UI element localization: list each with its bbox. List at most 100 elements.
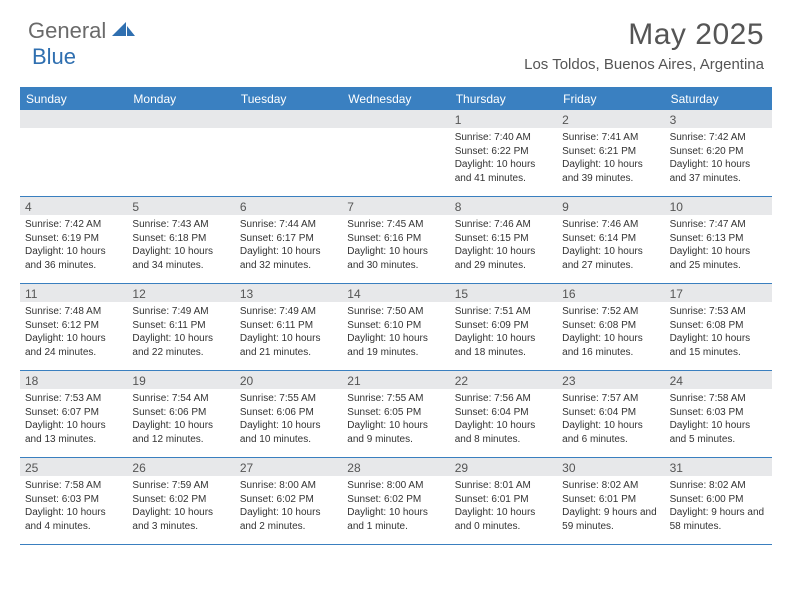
logo-text-blue: Blue: [32, 44, 76, 69]
day-cell: 13Sunrise: 7:49 AMSunset: 6:11 PMDayligh…: [235, 284, 342, 370]
logo-blue-text-wrap: Blue: [32, 44, 76, 70]
month-title: May 2025: [524, 18, 764, 52]
day-cell: 4Sunrise: 7:42 AMSunset: 6:19 PMDaylight…: [20, 197, 127, 283]
sunset-line: Sunset: 6:05 PM: [347, 406, 444, 420]
sunset-line: Sunset: 6:08 PM: [562, 319, 659, 333]
sunrise-line: Sunrise: 7:55 AM: [240, 392, 337, 406]
day-cell: 14Sunrise: 7:50 AMSunset: 6:10 PMDayligh…: [342, 284, 449, 370]
header: General May 2025 Los Toldos, Buenos Aire…: [0, 0, 792, 79]
day-body: Sunrise: 7:40 AMSunset: 6:22 PMDaylight:…: [450, 128, 557, 189]
location-line: Los Toldos, Buenos Aires, Argentina: [524, 56, 764, 73]
daylight-line: Daylight: 10 hours and 37 minutes.: [670, 158, 767, 185]
daylight-line: Daylight: 9 hours and 59 minutes.: [562, 506, 659, 533]
day-number: 28: [342, 458, 449, 476]
logo-sail-icon: [110, 20, 136, 43]
sunrise-line: Sunrise: 7:58 AM: [25, 479, 122, 493]
day-body: Sunrise: 7:49 AMSunset: 6:11 PMDaylight:…: [235, 302, 342, 363]
day-cell: 15Sunrise: 7:51 AMSunset: 6:09 PMDayligh…: [450, 284, 557, 370]
sunset-line: Sunset: 6:11 PM: [240, 319, 337, 333]
sunrise-line: Sunrise: 7:42 AM: [670, 131, 767, 145]
day-body: Sunrise: 7:55 AMSunset: 6:05 PMDaylight:…: [342, 389, 449, 450]
weekday-label: Friday: [557, 88, 664, 110]
day-body: Sunrise: 7:48 AMSunset: 6:12 PMDaylight:…: [20, 302, 127, 363]
day-cell: 18Sunrise: 7:53 AMSunset: 6:07 PMDayligh…: [20, 371, 127, 457]
day-number: 15: [450, 284, 557, 302]
daylight-line: Daylight: 10 hours and 12 minutes.: [132, 419, 229, 446]
day-cell: 12Sunrise: 7:49 AMSunset: 6:11 PMDayligh…: [127, 284, 234, 370]
weekday-label: Monday: [127, 88, 234, 110]
sunset-line: Sunset: 6:09 PM: [455, 319, 552, 333]
week-row: 25Sunrise: 7:58 AMSunset: 6:03 PMDayligh…: [20, 458, 772, 545]
sunrise-line: Sunrise: 8:01 AM: [455, 479, 552, 493]
day-body: Sunrise: 8:02 AMSunset: 6:01 PMDaylight:…: [557, 476, 664, 537]
daylight-line: Daylight: 10 hours and 27 minutes.: [562, 245, 659, 272]
sunset-line: Sunset: 6:06 PM: [240, 406, 337, 420]
day-cell: 24Sunrise: 7:58 AMSunset: 6:03 PMDayligh…: [665, 371, 772, 457]
day-cell: [20, 110, 127, 196]
day-number: 9: [557, 197, 664, 215]
sunset-line: Sunset: 6:14 PM: [562, 232, 659, 246]
weekday-label: Tuesday: [235, 88, 342, 110]
day-cell: 31Sunrise: 8:02 AMSunset: 6:00 PMDayligh…: [665, 458, 772, 544]
day-cell: 20Sunrise: 7:55 AMSunset: 6:06 PMDayligh…: [235, 371, 342, 457]
daylight-line: Daylight: 10 hours and 15 minutes.: [670, 332, 767, 359]
weekday-label: Thursday: [450, 88, 557, 110]
day-cell: [235, 110, 342, 196]
sunrise-line: Sunrise: 7:45 AM: [347, 218, 444, 232]
day-body: Sunrise: 8:02 AMSunset: 6:00 PMDaylight:…: [665, 476, 772, 537]
day-body: Sunrise: 7:53 AMSunset: 6:08 PMDaylight:…: [665, 302, 772, 363]
day-number: 6: [235, 197, 342, 215]
calendar: SundayMondayTuesdayWednesdayThursdayFrid…: [20, 87, 772, 545]
daylight-line: Daylight: 10 hours and 1 minute.: [347, 506, 444, 533]
daylight-line: Daylight: 10 hours and 32 minutes.: [240, 245, 337, 272]
weekday-label: Wednesday: [342, 88, 449, 110]
sunrise-line: Sunrise: 7:56 AM: [455, 392, 552, 406]
daylight-line: Daylight: 10 hours and 25 minutes.: [670, 245, 767, 272]
logo: General: [28, 18, 138, 44]
day-number: 22: [450, 371, 557, 389]
day-body: Sunrise: 7:47 AMSunset: 6:13 PMDaylight:…: [665, 215, 772, 276]
day-number: 4: [20, 197, 127, 215]
sunset-line: Sunset: 6:03 PM: [25, 493, 122, 507]
day-cell: [342, 110, 449, 196]
day-cell: 23Sunrise: 7:57 AMSunset: 6:04 PMDayligh…: [557, 371, 664, 457]
sunrise-line: Sunrise: 8:02 AM: [670, 479, 767, 493]
day-body: Sunrise: 7:52 AMSunset: 6:08 PMDaylight:…: [557, 302, 664, 363]
week-row: 18Sunrise: 7:53 AMSunset: 6:07 PMDayligh…: [20, 371, 772, 458]
day-body: Sunrise: 7:56 AMSunset: 6:04 PMDaylight:…: [450, 389, 557, 450]
sunrise-line: Sunrise: 7:47 AM: [670, 218, 767, 232]
day-body: Sunrise: 7:50 AMSunset: 6:10 PMDaylight:…: [342, 302, 449, 363]
day-cell: 28Sunrise: 8:00 AMSunset: 6:02 PMDayligh…: [342, 458, 449, 544]
sunrise-line: Sunrise: 7:41 AM: [562, 131, 659, 145]
day-number: 17: [665, 284, 772, 302]
day-number: 3: [665, 110, 772, 128]
sunrise-line: Sunrise: 7:42 AM: [25, 218, 122, 232]
day-number: 10: [665, 197, 772, 215]
sunrise-line: Sunrise: 7:44 AM: [240, 218, 337, 232]
day-number: 29: [450, 458, 557, 476]
daylight-line: Daylight: 10 hours and 3 minutes.: [132, 506, 229, 533]
day-body: Sunrise: 8:00 AMSunset: 6:02 PMDaylight:…: [235, 476, 342, 537]
sunrise-line: Sunrise: 7:50 AM: [347, 305, 444, 319]
sunrise-line: Sunrise: 7:49 AM: [240, 305, 337, 319]
sunset-line: Sunset: 6:18 PM: [132, 232, 229, 246]
daylight-line: Daylight: 10 hours and 6 minutes.: [562, 419, 659, 446]
day-number: 1: [450, 110, 557, 128]
weekday-label: Sunday: [20, 88, 127, 110]
sunset-line: Sunset: 6:10 PM: [347, 319, 444, 333]
daylight-line: Daylight: 10 hours and 13 minutes.: [25, 419, 122, 446]
day-number: 27: [235, 458, 342, 476]
weekday-header-row: SundayMondayTuesdayWednesdayThursdayFrid…: [20, 88, 772, 110]
day-body: Sunrise: 7:46 AMSunset: 6:14 PMDaylight:…: [557, 215, 664, 276]
sunrise-line: Sunrise: 8:00 AM: [347, 479, 444, 493]
sunrise-line: Sunrise: 7:49 AM: [132, 305, 229, 319]
daylight-line: Daylight: 10 hours and 19 minutes.: [347, 332, 444, 359]
daylight-line: Daylight: 10 hours and 21 minutes.: [240, 332, 337, 359]
day-body: Sunrise: 7:49 AMSunset: 6:11 PMDaylight:…: [127, 302, 234, 363]
day-cell: 27Sunrise: 8:00 AMSunset: 6:02 PMDayligh…: [235, 458, 342, 544]
day-number: 20: [235, 371, 342, 389]
day-number: 19: [127, 371, 234, 389]
day-body: Sunrise: 7:58 AMSunset: 6:03 PMDaylight:…: [665, 389, 772, 450]
sunset-line: Sunset: 6:12 PM: [25, 319, 122, 333]
day-number: [127, 110, 234, 128]
